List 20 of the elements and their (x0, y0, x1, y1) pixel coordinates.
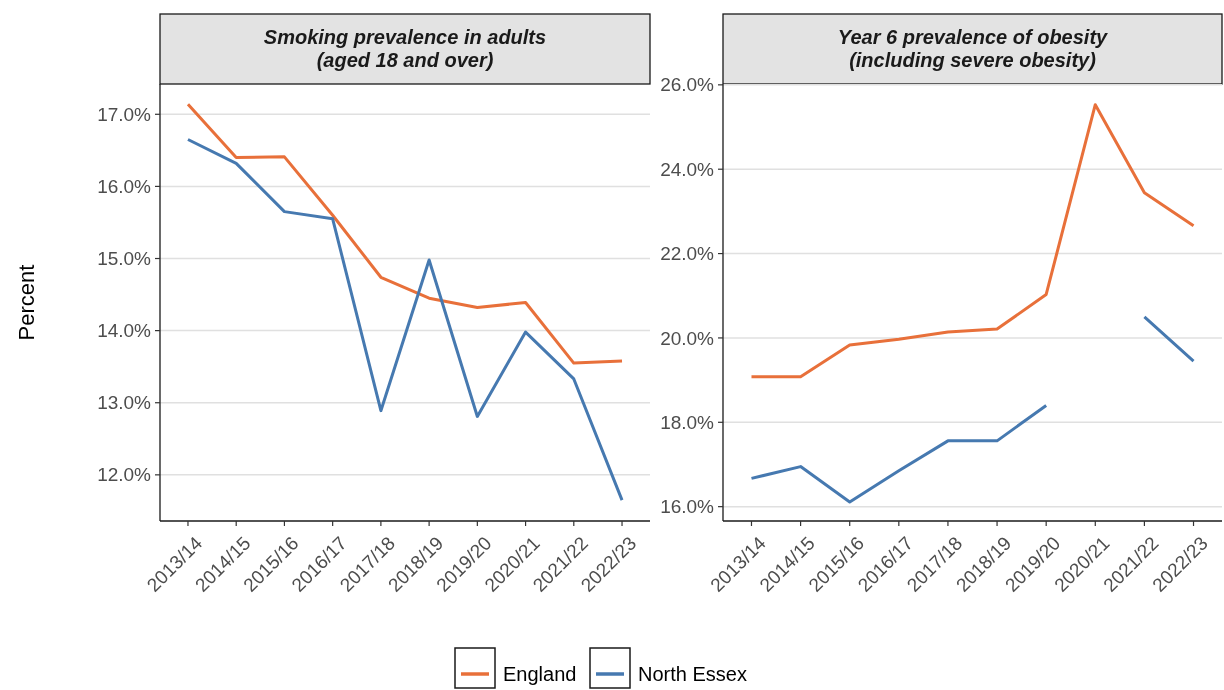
line-series (749, 103, 1196, 379)
y-tick-label: 22.0% (660, 243, 715, 265)
y-tick-label: 12.0% (97, 464, 152, 486)
line-series (186, 138, 624, 502)
y-tick-label: 24.0% (660, 158, 715, 180)
y-tick-label: 16.0% (660, 496, 715, 518)
y-tick-label: 13.0% (97, 392, 152, 414)
legend-label: North Essex (638, 663, 747, 685)
chart-title: Smoking prevalence in adults (aged 18 and over) (263, 26, 547, 71)
line-series (186, 102, 624, 365)
y-tick-label: 16.0% (97, 176, 152, 198)
legend-label: England (503, 663, 577, 685)
y-tick-label: 17.0% (97, 103, 152, 125)
y-tick-label: 14.0% (97, 320, 152, 342)
y-tick-label: 20.0% (660, 327, 715, 349)
y-tick-label: 26.0% (660, 74, 715, 96)
chart-title: Year 6 prevalence of obesity (including severe obesity) (837, 26, 1109, 71)
y-tick-label: 18.0% (660, 411, 715, 433)
y-axis-title: Percent (14, 264, 39, 341)
y-tick-label: 15.0% (97, 248, 152, 270)
